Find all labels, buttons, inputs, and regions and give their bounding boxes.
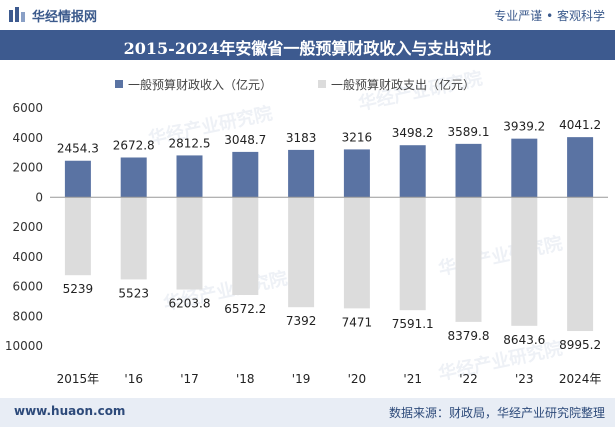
expense-bar: [176, 197, 203, 290]
expense-bar: [567, 197, 594, 332]
y-tick-label: 2000: [12, 220, 43, 234]
income-bar: [176, 155, 203, 198]
x-tick-label: '22: [459, 372, 478, 386]
income-value-label: 3589.1: [448, 125, 490, 139]
expense-value-label: 7591.1: [392, 317, 434, 331]
y-tick-label: 8000: [12, 309, 43, 323]
expense-bar: [343, 197, 370, 309]
income-bar: [64, 160, 91, 198]
x-tick-label: 2015年: [57, 372, 100, 386]
y-tick-label: 0: [35, 190, 43, 204]
footer-bar: www.huaon.com 数据来源：财政局，华经产业研究院整理: [0, 398, 615, 427]
x-tick-label: 2024年: [559, 372, 602, 386]
x-tick-label: '19: [292, 372, 311, 386]
expense-bar: [511, 197, 538, 326]
expense-bar: [232, 197, 259, 296]
income-bar: [511, 138, 538, 198]
expense-bar: [399, 197, 426, 311]
expense-value-label: 8643.6: [503, 333, 545, 347]
income-value-label: 2672.8: [113, 138, 155, 152]
expense-value-label: 8995.2: [559, 338, 601, 352]
x-tick-label: '23: [515, 372, 534, 386]
top-bar: 华经情报网 专业严谨 • 客观科学: [0, 0, 615, 30]
expense-value-label: 6203.8: [169, 297, 211, 311]
x-tick-label: '18: [236, 372, 255, 386]
title-bar: 2015-2024年安徽省一般预算财政收入与支出对比: [0, 30, 615, 60]
brand-logo-icon: [9, 7, 25, 22]
income-bar: [343, 149, 370, 198]
x-tick-label: '20: [348, 372, 367, 386]
expense-bar: [288, 197, 315, 308]
income-bar: [120, 157, 147, 198]
income-bar: [399, 145, 426, 198]
data-source: 数据来源：财政局，华经产业研究院整理: [388, 406, 605, 420]
legend-swatch-income: [115, 80, 123, 88]
expense-value-label: 7392: [286, 314, 317, 328]
y-tick-label: 6000: [12, 101, 43, 115]
expense-value-label: 8379.8: [448, 329, 490, 343]
expense-value-label: 5239: [63, 282, 94, 296]
income-value-label: 2454.3: [57, 142, 99, 156]
expense-bar: [64, 197, 91, 276]
site-url: www.huaon.com: [14, 404, 126, 418]
expense-value-label: 5523: [118, 286, 149, 300]
expense-value-label: 6572.2: [224, 302, 266, 316]
expense-value-label: 7471: [342, 315, 373, 329]
bar-chart: 华经产业研究院华经产业研究院华经产业研究院华经产业研究院华经产业研究院一般预算财…: [5, 67, 608, 386]
expense-bar: [120, 197, 147, 280]
brand-name: 华经情报网: [32, 10, 98, 25]
y-tick-label: 6000: [12, 280, 43, 294]
income-value-label: 3939.2: [503, 120, 545, 134]
y-tick-label: 4000: [12, 131, 43, 145]
income-bar: [567, 137, 594, 198]
chart-title: 2015-2024年安徽省一般预算财政收入与支出对比: [123, 39, 492, 58]
x-tick-label: '17: [180, 372, 199, 386]
income-value-label: 3183: [286, 131, 317, 145]
income-bar: [288, 149, 315, 198]
legend-label-expense: 一般预算财政支出（亿元）: [331, 77, 475, 92]
expense-bar: [455, 197, 482, 322]
income-value-label: 3216: [342, 130, 373, 144]
income-value-label: 2812.5: [169, 136, 211, 150]
income-value-label: 4041.2: [559, 118, 601, 132]
income-value-label: 3498.2: [392, 126, 434, 140]
income-value-label: 3048.7: [224, 133, 266, 147]
y-tick-label: 10000: [5, 339, 43, 353]
legend-swatch-expense: [318, 80, 326, 88]
income-bar: [232, 151, 259, 198]
income-bar: [455, 143, 482, 198]
y-tick-label: 2000: [12, 161, 43, 175]
legend-label-income: 一般预算财政收入（亿元）: [128, 77, 272, 92]
tagline: 专业严谨 • 客观科学: [494, 9, 605, 23]
y-tick-label: 4000: [12, 250, 43, 264]
x-tick-label: '21: [403, 372, 422, 386]
x-tick-label: '16: [124, 372, 143, 386]
